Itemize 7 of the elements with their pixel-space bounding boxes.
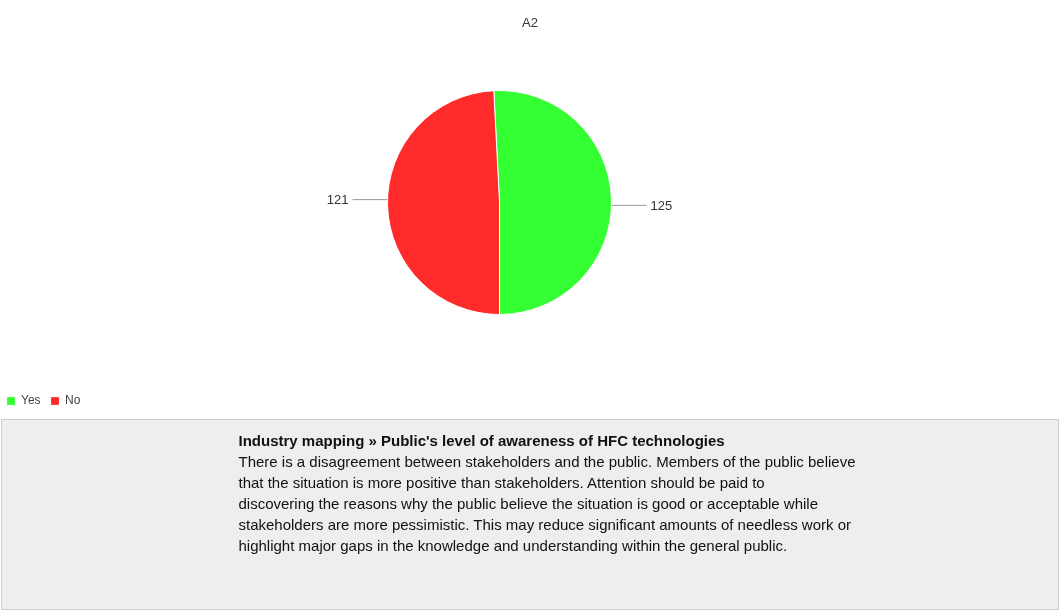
legend-label: No [65, 393, 82, 407]
data-label: 121 [326, 192, 349, 208]
text: Industry mapping » Public's level of awareness of HFC technologies [238, 432, 725, 449]
chart-title: A2 [522, 15, 538, 30]
text: There is a disagreement between stakeholders and the public. Members of the public believe that the situation is more positive than stakeholders. Attention should be paid to discovering the reasons why the public believe the situation is good or acceptable while stakeholders are more pessimistic. This may reduce significant amounts of needless work or highlight major gaps in the knowledge and understanding within the general public. [238, 453, 856, 554]
legend-label: Yes [21, 393, 41, 407]
data-label: 125 [650, 197, 673, 213]
